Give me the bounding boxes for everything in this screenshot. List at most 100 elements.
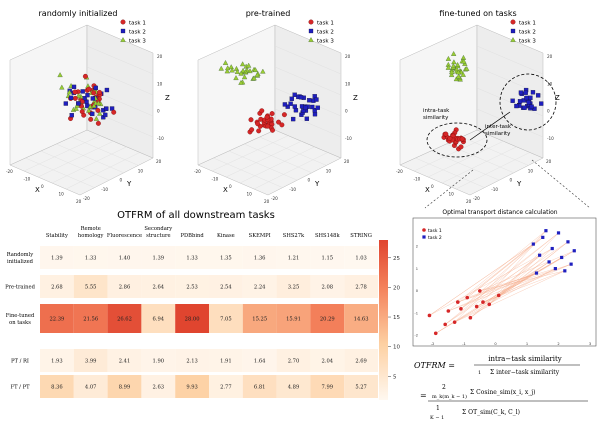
- row-header: on tasks: [9, 320, 31, 326]
- point-task-1: [281, 112, 287, 118]
- z-tick-label: 20: [157, 54, 163, 59]
- point-task-2: [304, 116, 310, 121]
- cell-value: 2.54: [220, 285, 232, 291]
- ot-point-task-1: [452, 320, 457, 324]
- colorbar-tick-label: 20: [393, 285, 400, 291]
- grid-line: [413, 135, 491, 172]
- x-tick-label: -20: [194, 169, 201, 174]
- z-tick-label: -10: [157, 136, 164, 141]
- grid-line: [56, 143, 124, 173]
- point-task-2: [307, 98, 312, 103]
- ot-point-task-1: [433, 331, 438, 336]
- heatmap-cell: [40, 349, 74, 372]
- cell-value: 1.36: [254, 256, 266, 262]
- legend-label-task-2: task 2: [317, 30, 334, 36]
- column-header: Remote: [81, 226, 101, 232]
- ot-point-task-1: [427, 313, 432, 318]
- cell-value: 26.62: [117, 317, 132, 323]
- heatmap-cell: [73, 246, 108, 269]
- point-task-1: [88, 116, 94, 122]
- x-tick-label: -10: [414, 177, 421, 182]
- formula2-cosine: Σ Cosine_sim(x_i, x_j): [470, 389, 536, 396]
- point-task-3: [254, 72, 260, 78]
- point-task-2: [298, 95, 304, 100]
- grid-line: [244, 143, 312, 173]
- point-task-2: [80, 89, 85, 94]
- cell-value: 22.39: [49, 317, 64, 323]
- y-tick-label: 0: [308, 178, 311, 183]
- ot-point-task-2: [572, 249, 576, 253]
- point-task-2: [69, 113, 74, 118]
- heatmap-cell: [276, 349, 311, 372]
- cell-value: 5.55: [85, 285, 97, 291]
- ot-point-task-2: [569, 262, 573, 266]
- cell-value: 15.25: [252, 317, 267, 323]
- cell-value: 3.99: [85, 359, 97, 365]
- x-tick-label: 0: [41, 184, 44, 189]
- cell-value: 1.91: [220, 359, 232, 365]
- axis-label-x: X: [35, 186, 40, 194]
- point-task-3: [234, 69, 241, 74]
- y-tick-label: -20: [83, 196, 90, 201]
- transport-line: [457, 272, 537, 303]
- ot-point-task-1: [443, 322, 447, 327]
- point-task-1: [91, 90, 97, 96]
- grid-line: [461, 136, 529, 166]
- point-task-2: [514, 103, 519, 109]
- ot-point-task-2: [556, 231, 561, 235]
- formula2-den-k: K − 1: [430, 415, 444, 421]
- cell-value: 7.05: [220, 317, 232, 323]
- transport-line: [489, 232, 559, 305]
- otfrm-formula: OTFRM = intra−task similarity 1 Σ inter−…: [414, 355, 588, 421]
- point-task-1: [269, 111, 275, 117]
- point-task-3: [73, 105, 79, 111]
- point-task-3: [218, 65, 224, 71]
- point-task-2: [68, 95, 74, 100]
- ot-y-tick: -2: [414, 334, 418, 338]
- point-task-2: [292, 92, 297, 97]
- heatmap-cell: [40, 304, 74, 333]
- heatmap-cell: [175, 349, 209, 372]
- heatmap-title: OTFRM of all downstream tasks: [117, 210, 275, 221]
- inter-task-label: inter-task: [485, 124, 512, 130]
- heatmap-cell: [310, 246, 345, 269]
- legend-label-task-3: task 3: [129, 39, 146, 45]
- cell-value: 2.08: [322, 285, 334, 291]
- ot-point-task-1: [468, 315, 473, 320]
- colorbar-tick-label: 5: [393, 374, 397, 380]
- heatmap-cell: [209, 246, 243, 269]
- point-task-2: [293, 108, 299, 113]
- point-task-2: [285, 104, 290, 109]
- cell-value: 3.25: [288, 285, 300, 291]
- ot-legend-marker-2: [422, 235, 426, 239]
- heatmap-cell: [209, 275, 243, 298]
- legend-marker-3: [308, 37, 314, 42]
- column-header: STRING: [350, 233, 372, 239]
- transport-line: [460, 232, 559, 309]
- transport-line: [448, 272, 537, 312]
- ot-point-task-2: [563, 269, 567, 273]
- grid-line: [274, 45, 342, 75]
- grid-line: [213, 157, 283, 188]
- cell-value: 5.27: [355, 385, 367, 391]
- z-tick-label: -10: [345, 136, 352, 141]
- point-task-3: [75, 92, 82, 98]
- heatmap-cell: [209, 304, 243, 333]
- legend-marker-1: [120, 19, 126, 25]
- ot-point-task-1: [496, 293, 501, 298]
- inter-cluster-ellipse: [499, 73, 557, 131]
- formula2-mk: m_k(m_k − 1): [432, 393, 467, 400]
- point-task-2: [522, 105, 527, 110]
- cell-value: 1.39: [51, 256, 63, 262]
- point-task-3: [86, 107, 92, 113]
- y-tick-label: 10: [138, 168, 144, 173]
- cell-value: 1.15: [322, 256, 334, 262]
- point-task-2: [529, 104, 534, 109]
- point-task-3: [240, 67, 246, 73]
- heatmap-cell: [73, 304, 108, 333]
- transport-line: [470, 255, 540, 318]
- point-task-3: [93, 115, 100, 121]
- cell-value: 4.07: [85, 385, 97, 391]
- y-tick-label: 20: [546, 159, 552, 164]
- point-task-2: [292, 104, 298, 109]
